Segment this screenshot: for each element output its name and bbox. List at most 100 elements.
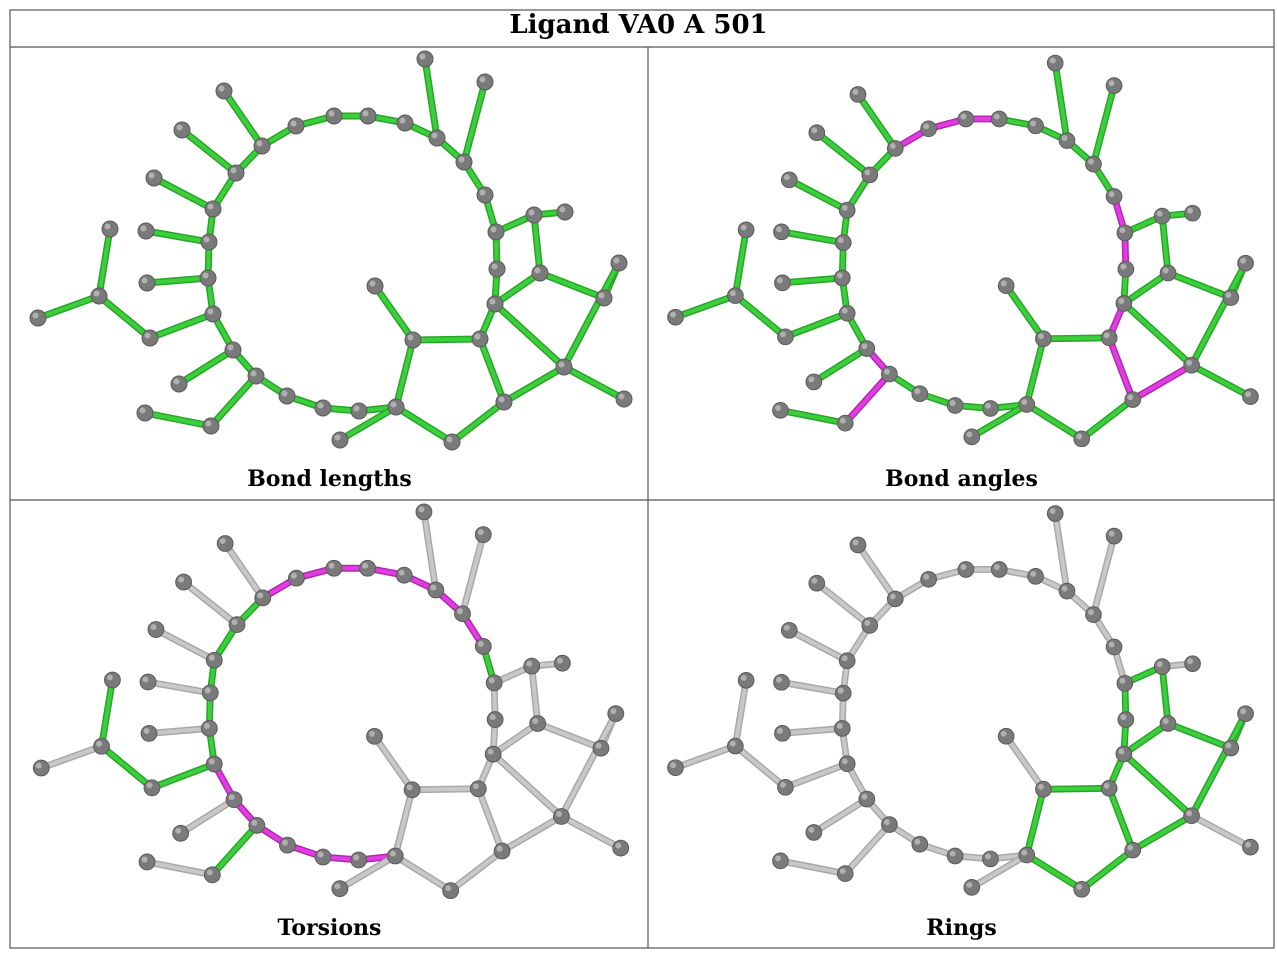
atom-highlight	[369, 280, 376, 287]
atom-highlight	[250, 370, 257, 377]
atom-highlight	[1240, 708, 1247, 715]
atom-highlight	[431, 132, 438, 139]
atom	[199, 269, 217, 287]
atom-highlight	[740, 224, 747, 231]
atom-highlight	[526, 660, 533, 667]
atom	[1124, 391, 1142, 408]
atom	[204, 305, 222, 323]
atom-highlight	[204, 687, 211, 694]
atom	[170, 375, 188, 393]
atom-highlight	[150, 624, 157, 631]
bond	[410, 786, 481, 792]
atom-highlight	[1120, 714, 1127, 721]
bond	[502, 365, 566, 404]
atom	[963, 879, 981, 896]
bond	[180, 128, 238, 175]
atom-highlight	[148, 172, 155, 179]
atom-highlight	[1120, 263, 1127, 270]
atom	[366, 727, 383, 745]
atom	[727, 287, 744, 304]
atom	[833, 720, 851, 737]
atom	[200, 720, 218, 737]
atom-highlight	[883, 368, 890, 375]
bond	[150, 762, 217, 790]
atom	[911, 385, 929, 403]
atom-highlight	[290, 120, 297, 127]
bond	[491, 752, 564, 819]
bond	[372, 734, 415, 792]
panel-bond-angles: Bond angles	[649, 48, 1277, 501]
atom	[727, 737, 744, 755]
atom-highlight	[889, 593, 896, 600]
atom-highlight	[808, 827, 815, 833]
atom	[172, 824, 190, 842]
atom	[1100, 329, 1118, 347]
atom	[780, 621, 798, 639]
bond	[99, 678, 115, 749]
atom	[555, 358, 573, 376]
atom	[403, 781, 421, 799]
atom-highlight	[993, 113, 1000, 120]
atom-highlight	[140, 225, 147, 232]
bond	[843, 822, 892, 876]
bond	[1121, 271, 1170, 306]
atom	[780, 171, 798, 189]
bond	[478, 337, 506, 404]
panel-bond-lengths: Bond lengths	[11, 48, 648, 501]
bond	[1053, 511, 1069, 594]
atom-highlight	[1000, 730, 1007, 737]
atom	[205, 651, 223, 669]
panel-rings: Rings	[649, 501, 1277, 954]
atom	[278, 387, 296, 405]
bond	[559, 711, 618, 819]
atom-highlight	[841, 655, 848, 662]
atom-highlight	[1103, 782, 1110, 789]
atom-highlight	[1076, 883, 1083, 890]
bond	[421, 509, 438, 592]
bond	[145, 276, 210, 285]
bond	[780, 275, 845, 285]
bond	[538, 271, 606, 300]
atom-highlight	[837, 237, 844, 244]
atom-highlight	[419, 53, 426, 60]
atom-highlight	[841, 307, 848, 314]
bond	[843, 372, 892, 426]
atom	[1116, 224, 1134, 242]
atom	[861, 617, 879, 634]
atom-highlight	[841, 204, 848, 211]
bond	[814, 581, 872, 628]
atom-highlight	[1108, 530, 1115, 537]
bond	[733, 227, 749, 298]
bond	[1079, 848, 1135, 892]
atom	[493, 842, 511, 860]
atom	[476, 186, 494, 204]
atom-highlight	[1021, 849, 1028, 856]
atom-highlight	[230, 167, 237, 174]
atom	[920, 570, 937, 588]
bond	[393, 854, 453, 893]
atom	[428, 129, 446, 147]
atom-highlight	[1108, 641, 1115, 648]
atom-highlight	[487, 748, 494, 755]
bond	[500, 814, 564, 854]
bond	[1130, 813, 1194, 853]
atom-highlight	[430, 584, 437, 591]
atom-highlight	[207, 203, 214, 210]
atom	[556, 203, 574, 221]
atom	[1105, 77, 1123, 94]
atom-highlight	[852, 539, 859, 546]
atom	[963, 428, 981, 446]
atom-highlight	[281, 390, 288, 397]
atom-highlight	[914, 838, 921, 845]
atom-highlight	[144, 332, 151, 339]
atom	[529, 715, 547, 732]
atom-highlight	[389, 850, 396, 857]
atom-highlight	[808, 376, 815, 383]
atom-highlight	[477, 640, 484, 647]
atom-highlight	[776, 226, 782, 233]
atom-highlight	[104, 223, 111, 230]
atom	[359, 559, 376, 577]
atom-highlight	[93, 290, 100, 297]
atom-highlight	[960, 564, 967, 570]
atom	[1184, 204, 1201, 222]
